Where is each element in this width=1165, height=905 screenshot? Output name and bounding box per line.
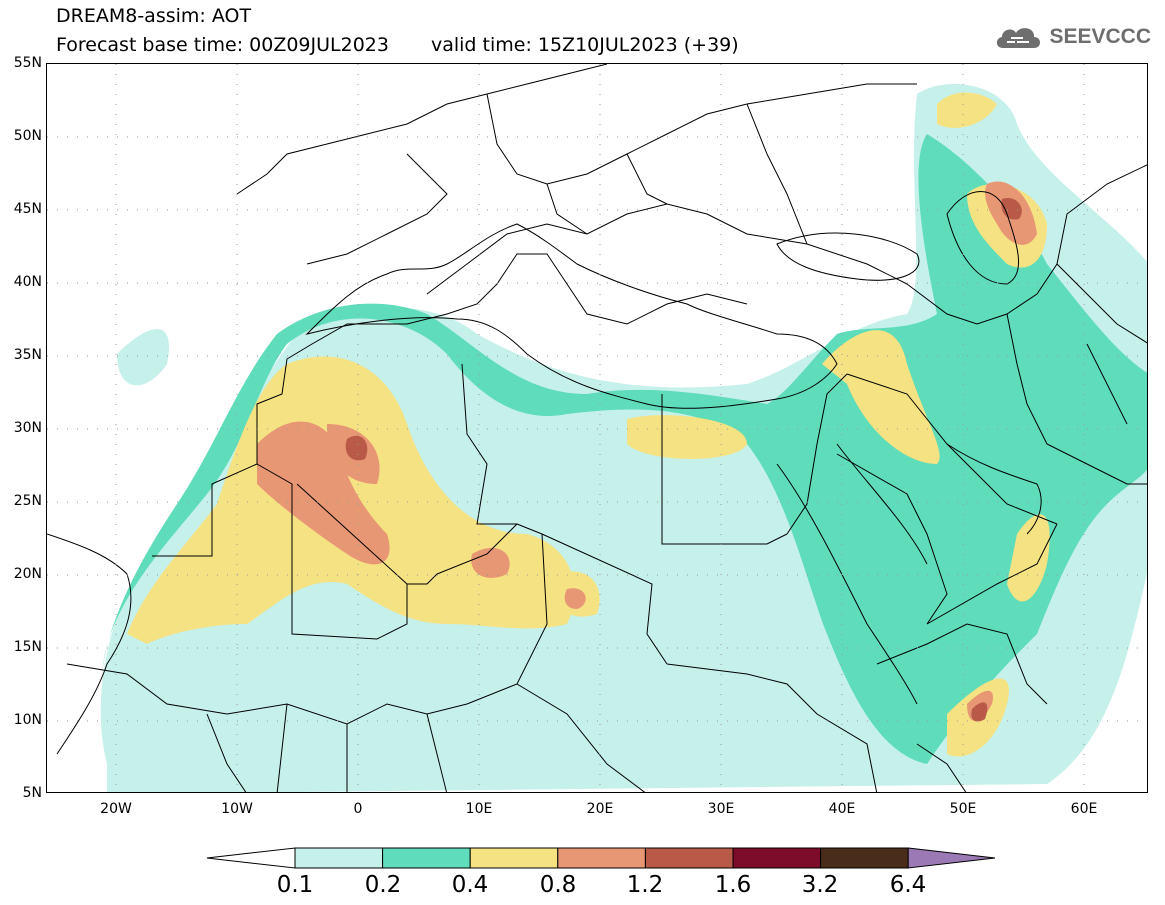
- lat-label: 40N: [14, 274, 42, 290]
- legend-cell: [470, 848, 558, 868]
- legend-threshold: 3.2: [802, 872, 839, 898]
- lon-label: 0: [354, 801, 363, 817]
- lon-label: 20W: [100, 801, 132, 817]
- lon-label: 60E: [1071, 801, 1098, 817]
- legend-cell: [558, 848, 646, 868]
- lon-label: 10W: [221, 801, 253, 817]
- legend-threshold: 0.1: [277, 872, 314, 898]
- lon-label: 20E: [587, 801, 614, 817]
- lon-label: 40E: [829, 801, 856, 817]
- legend-cell: [295, 848, 383, 868]
- lat-label: 25N: [14, 493, 42, 509]
- lat-label: 50N: [14, 128, 42, 144]
- lat-label: 30N: [14, 420, 42, 436]
- aot-map: [46, 63, 1148, 793]
- legend-cell: [383, 848, 471, 868]
- legend-threshold: 1.2: [627, 872, 664, 898]
- lon-label: 10E: [466, 801, 493, 817]
- lat-label: 45N: [14, 201, 42, 217]
- cloud-icon: [993, 22, 1045, 52]
- logo-text: SEEVCCC: [1049, 25, 1151, 49]
- legend-cell: [821, 848, 909, 868]
- lat-label: 10N: [14, 712, 42, 728]
- color-bar: [0, 838, 1165, 878]
- lat-label: 15N: [14, 639, 42, 655]
- map-title: DREAM8-assim: AOT: [56, 5, 251, 27]
- legend-cell: [207, 848, 295, 868]
- lat-label: 20N: [14, 566, 42, 582]
- legend-cell: [908, 848, 995, 868]
- legend-cell: [645, 848, 733, 868]
- legend-threshold: 0.2: [365, 872, 402, 898]
- forecast-times: Forecast base time: 00Z09JUL2023 valid ti…: [56, 34, 739, 56]
- legend-threshold: 1.6: [715, 872, 752, 898]
- seevccc-logo: SEEVCCC: [993, 22, 1151, 52]
- legend-cell: [733, 848, 821, 868]
- lat-label: 35N: [14, 347, 42, 363]
- lat-label: 5N: [23, 785, 42, 801]
- legend-threshold: 0.4: [452, 872, 489, 898]
- valid-time: valid time: 15Z10JUL2023 (+39): [431, 34, 739, 56]
- legend-threshold: 6.4: [890, 872, 927, 898]
- lon-label: 50E: [950, 801, 977, 817]
- lat-label: 55N: [14, 55, 42, 71]
- aot-field: [47, 64, 1148, 793]
- lon-label: 30E: [708, 801, 735, 817]
- base-time: Forecast base time: 00Z09JUL2023: [56, 34, 389, 56]
- legend-threshold: 0.8: [540, 872, 577, 898]
